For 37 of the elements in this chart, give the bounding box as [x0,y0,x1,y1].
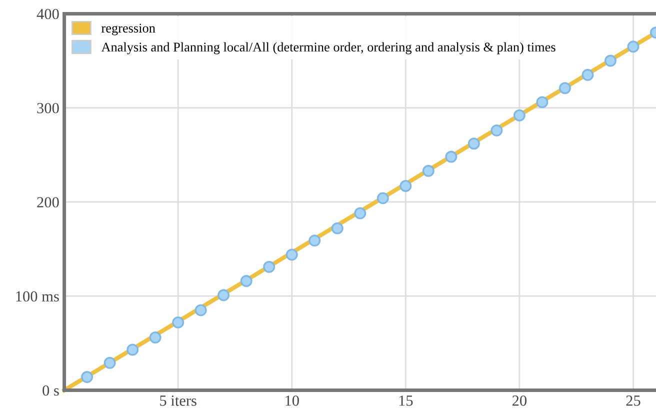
x-tick-label: 20 [512,396,527,406]
point [126,344,139,356]
point [104,356,116,369]
legend-label: Analysis and Planning local/All (determine order, ordering and analysis & plan) times [101,42,556,54]
point [81,371,94,384]
legend-label: regression [101,24,156,36]
point [627,40,640,53]
y-tick-label: 400 [36,8,59,20]
point [558,82,571,94]
point [172,316,184,328]
point [263,260,276,273]
x-tick-label: 5 iters [160,396,196,406]
y-tick-label: 200 [37,197,59,208]
point [513,109,526,122]
x-tick-label: 25 [626,396,640,406]
point [354,207,366,220]
point [445,150,458,163]
point [604,54,616,67]
point [286,248,298,261]
x-tick-label: 10 [286,396,299,406]
point [376,192,389,204]
y-tick-label: 100 ms [16,291,59,302]
point [240,275,252,288]
point [422,164,434,177]
point [468,138,480,150]
point [149,332,162,344]
x-tick-label: 15 [399,396,413,406]
point [218,289,230,302]
y-tick-label: 0 s [42,385,59,396]
point [490,124,503,136]
point [582,68,594,81]
point [331,222,344,234]
point [536,96,548,108]
y-tick-label: 300 [37,102,59,114]
point [194,304,207,316]
point [400,180,412,192]
point [308,234,321,247]
